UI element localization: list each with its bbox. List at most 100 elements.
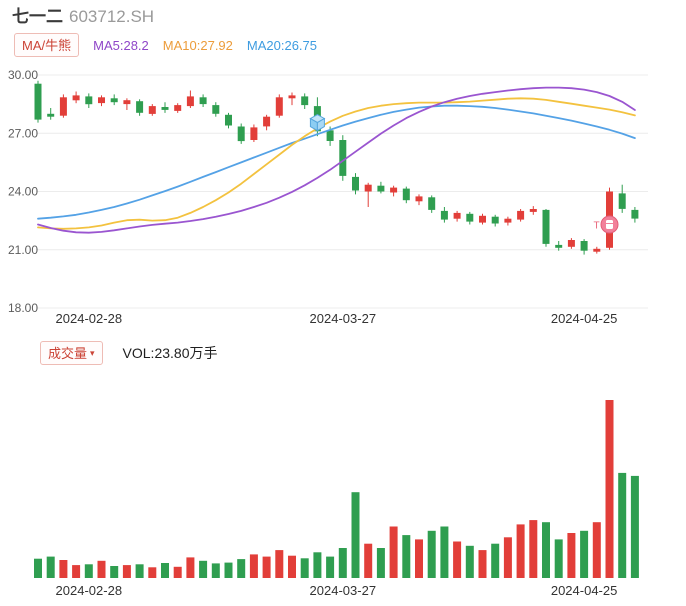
candle-body <box>567 240 575 247</box>
volume-indicator-badge[interactable]: 成交量 ▾ <box>40 341 103 365</box>
candle-body <box>148 106 156 114</box>
x-axis-date-label: 2024-02-28 <box>56 311 123 326</box>
volume-bar <box>186 557 195 578</box>
candle-body <box>110 98 118 103</box>
candle-body <box>98 97 105 104</box>
candle-body <box>618 193 626 209</box>
volume-bar <box>580 530 589 578</box>
candle-body <box>263 116 271 127</box>
candle-body <box>161 107 169 110</box>
candle-body <box>47 113 55 117</box>
indicator-row: MA/牛熊 MA5:28.2 MA10:27.92 MA20:26.75 <box>14 33 317 57</box>
candle-body <box>212 105 220 114</box>
volume-bar <box>161 563 169 578</box>
candle-body <box>72 95 80 101</box>
volume-bar <box>529 520 538 578</box>
header: 七一二 603712.SH <box>12 7 154 27</box>
volume-bar <box>173 566 182 578</box>
price-tick-label: 21.00 <box>8 243 38 257</box>
volume-bar <box>59 560 68 578</box>
candle-body <box>466 213 474 222</box>
volume-bar <box>592 522 601 578</box>
volume-bar <box>427 530 436 578</box>
volume-bar <box>567 533 576 578</box>
candle-body <box>390 187 398 193</box>
candle-body <box>517 210 525 220</box>
price-tick-label: 18.00 <box>8 301 38 315</box>
volume-bar <box>148 567 157 578</box>
ma-mode-badge[interactable]: MA/牛熊 <box>14 33 80 57</box>
volume-bar <box>453 541 462 578</box>
candle-body <box>479 215 486 223</box>
volume-bar <box>275 550 284 578</box>
volume-bar <box>313 552 322 578</box>
volume-bar <box>389 526 398 578</box>
candle-body <box>631 209 639 219</box>
candle-body <box>136 101 144 113</box>
candle-body <box>288 95 296 99</box>
volume-header: 成交量 ▾ VOL:23.80万手 <box>40 341 217 365</box>
volume-bar <box>237 559 246 578</box>
candle-body <box>199 97 207 105</box>
volume-bar <box>503 537 512 578</box>
candle-body <box>402 188 410 201</box>
ma10-label: MA10:27.92 <box>162 37 233 53</box>
volume-bar <box>288 555 296 578</box>
volume-bar <box>630 475 639 578</box>
candle-body <box>275 97 283 116</box>
candle-body <box>225 114 232 126</box>
volume-bar <box>262 556 271 578</box>
price-tick-label: 30.00 <box>8 68 38 82</box>
volume-bar <box>34 558 42 578</box>
volume-bar <box>618 472 627 578</box>
ma10-line <box>37 97 636 230</box>
candle-body <box>440 210 448 220</box>
volume-bar <box>402 535 411 578</box>
volume-bar-chart[interactable]: 2024-02-28 2024-03-27 2024-04-25 <box>0 380 686 606</box>
x-axis-date-label: 2024-04-25 <box>551 583 618 598</box>
x-axis-date-label: 2024-02-28 <box>56 583 123 598</box>
volume-bar <box>351 492 360 578</box>
candle-body <box>555 244 563 248</box>
volume-bar <box>249 554 258 578</box>
x-axis-date-label: 2024-03-27 <box>310 311 377 326</box>
volume-bar <box>84 564 93 578</box>
volume-bar <box>72 565 81 578</box>
dropdown-arrow-icon: ▾ <box>90 347 95 358</box>
candle-body <box>301 96 309 106</box>
volume-bar <box>110 566 119 578</box>
candle-body <box>415 196 423 202</box>
volume-value: VOL:23.80万手 <box>122 345 218 361</box>
candle-body <box>352 176 359 191</box>
volume-bar <box>376 548 385 578</box>
candle-body <box>491 216 499 224</box>
pink-badge-marker-icon[interactable]: T <box>594 215 619 234</box>
volume-bar <box>415 539 423 578</box>
volume-bar <box>46 556 55 578</box>
volume-bar <box>199 560 208 578</box>
candle-body <box>123 100 131 105</box>
candle-body <box>529 209 537 212</box>
candle-body <box>339 140 347 176</box>
candle-body <box>504 218 512 223</box>
volume-badge-label: 成交量 <box>48 346 88 361</box>
blue-cube-marker-icon[interactable] <box>309 114 326 132</box>
volume-bar <box>122 565 131 578</box>
candle-body <box>428 197 436 210</box>
volume-bar <box>300 558 309 578</box>
price-candlestick-chart[interactable]: 30.00 27.00 24.00 21.00 18.00 2024-02-28 2024-… <box>0 60 686 335</box>
volume-bar <box>491 543 500 578</box>
price-tick-label: 24.00 <box>8 185 38 199</box>
candle-body <box>593 248 601 252</box>
x-axis-date-label: 2024-04-25 <box>551 311 618 326</box>
candle-body <box>580 241 588 251</box>
candle-body <box>59 97 67 116</box>
volume-bar <box>516 524 525 578</box>
volume-bar <box>135 564 144 578</box>
volume-bar <box>97 560 106 578</box>
ma20-label: MA20:26.75 <box>246 37 317 53</box>
candle-body <box>85 96 93 105</box>
candle-body <box>34 83 42 120</box>
ma20-line <box>37 104 636 220</box>
candle-body <box>186 96 194 107</box>
